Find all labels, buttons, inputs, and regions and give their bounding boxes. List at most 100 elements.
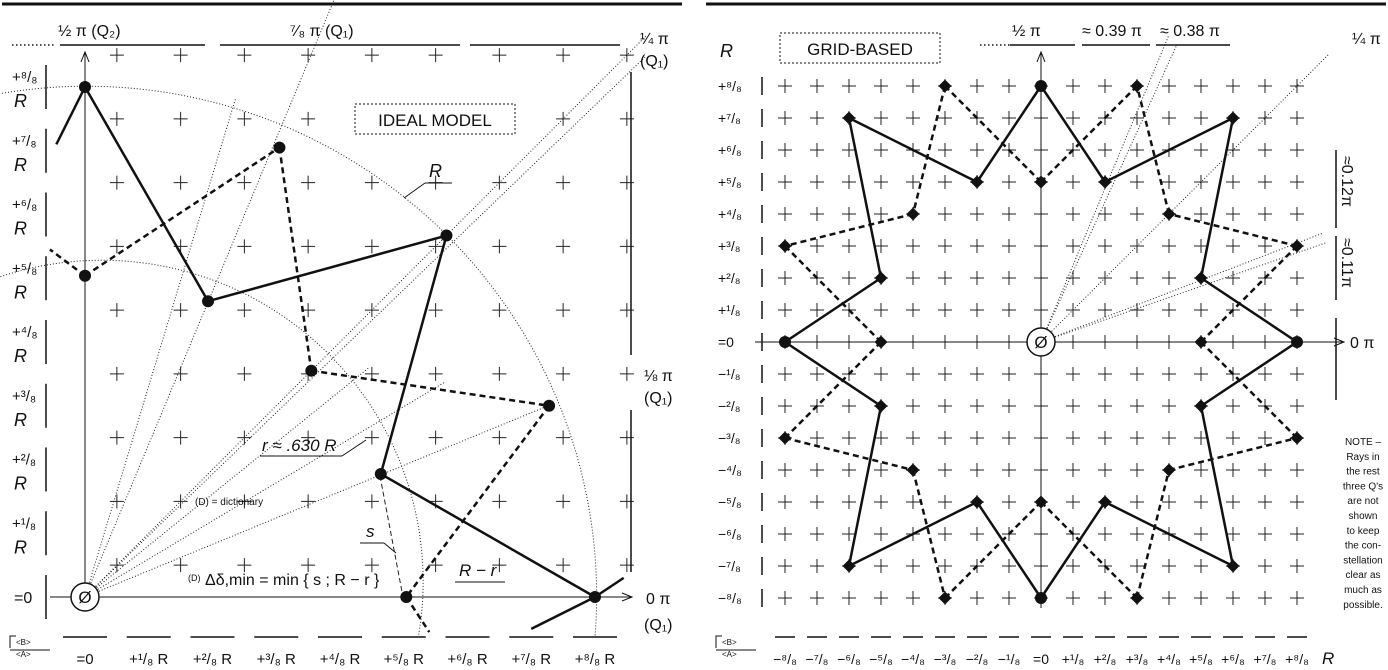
dashed-edge [311,369,550,407]
x-tick-label: −⁵/₈ [869,651,893,667]
y-tick-label: −⁵/₈ [718,494,742,510]
y-tick-label: −¹/₈ [718,366,741,382]
x-axis-arrow [621,592,634,602]
y-unit-label: R [14,219,27,239]
diamond-point [1290,431,1304,445]
y-tick-label: −³/₈ [718,430,741,446]
angle-label-half-pi: ½ π (Q₂) [58,23,121,40]
angle-label-quarter-pi: ¼ π [640,31,669,48]
point [543,399,556,412]
solid-edge [1200,276,1298,344]
circle-point [1291,336,1303,348]
s-line [379,475,404,598]
ray [1040,232,1323,343]
y-tick-label: +¹/₈ [718,302,741,318]
model-box [779,32,941,64]
ideal-model-panel: =0 +¹/₈ R +²/₈ R +³/₈ R +⁴/₈ R +⁵/₈ R +⁶/₈ R +⁷/₈ R +⁸/… [0,0,673,668]
diamond-point [970,495,984,509]
diamond-point [1162,463,1176,477]
angle-label-quarter-pi: ¼ π [1352,31,1381,48]
solid-edge-stub [55,86,87,145]
dictionary-note: (D) = dictionary [195,497,263,508]
diamond-point [874,399,888,413]
grid-based-panel: +⁸/₈ +⁷/₈ +⁶/₈ +⁵/₈ +⁴/₈ +³/₈ +²/₈ +¹/₈ =0 −¹/₈ −²… [715,23,1383,668]
note-line: the rest [1346,467,1380,478]
inner-arc [0,259,424,638]
solid-edge [848,500,978,568]
note-line: NOTE – [1345,437,1382,448]
dashed-edge [1040,501,1138,599]
delta-prefix: (D) [188,573,201,583]
angle-label-approx-038: ≈ 0.38 π [1160,23,1220,40]
solid-edge-stub [530,595,596,630]
y-unit-label: R [14,155,27,175]
diamond-point [778,239,792,253]
model-box-label: GRID-BASED [807,40,913,59]
diamond-point [874,271,888,285]
y-tick-label: +⁷/₈ [718,110,741,126]
dashed-edge [1168,212,1298,248]
origin-symbol: Ø [1034,333,1047,352]
constellation-points [79,81,601,603]
y-tick-label: −⁶/₈ [718,526,742,542]
y-tick-label: −⁸/₈ [718,590,742,606]
outer-arc [0,85,598,638]
solid-edge [848,116,978,184]
x-tick-label: +⁸/₈ [1285,651,1309,667]
x-tick-label: +³/₈ R [257,651,296,668]
ray [84,56,646,598]
diamond-point [842,111,856,125]
ray [1040,44,1178,343]
circle-point [779,336,791,348]
dashed-edge [784,436,914,472]
point [273,141,286,154]
dashed-edge [911,469,947,599]
diamond-point [906,463,920,477]
y-tick-label: +³/₈ [12,388,36,405]
y-tick-label: +⁴/₈ [718,206,742,222]
x-tick-label: +⁵/₈ R [384,651,425,668]
note: NOTE – Rays in the rest three Q's are not sho… [1343,437,1383,611]
angle-label-approx-012: ≈0.12π [1338,156,1355,207]
dashed-edge [1040,85,1138,183]
x-axis-arrow [1333,337,1346,347]
diamond-point [842,559,856,573]
angle-label-eighth-pi: ⅛ π [644,368,673,385]
x-tick-label: −⁶/₈ [837,651,861,667]
diamond-point [1226,559,1240,573]
y-tick-label: +¹/₈ [12,515,36,532]
angle-label-half-pi: ½ π [1012,23,1041,40]
diamond-point [1034,495,1048,509]
solid-edge [1104,500,1234,568]
y-tick-label: =0 [718,334,734,350]
dashed-edge-stub [49,248,86,277]
point [305,364,318,377]
diamond-point [1226,111,1240,125]
diamond-point [874,335,888,349]
dashed-edge [1135,469,1171,599]
solid-edge [207,234,447,303]
solid-edge [83,86,210,302]
note-line: clear as [1345,570,1380,581]
point [374,467,387,480]
axis-mark-a: <A> [722,650,737,659]
circle-r-label: R [429,161,442,181]
angle-label-zero-pi: 0 π [1350,335,1374,352]
diamond-point [1130,591,1144,605]
circle-point [1035,592,1047,604]
y-unit-label: R [14,474,27,494]
y-tick-label: +⁸/₈ [12,69,37,86]
x-unit-label: R [1322,649,1334,668]
ray [1040,53,1330,343]
note-line: three Q's [1343,481,1383,492]
y-tick-label: +⁶/₈ [12,197,37,214]
x-tick-label: +²/₈ R [193,651,232,668]
solid-edge [379,235,448,475]
y-tick-label: +⁵/₈ [718,174,742,190]
model-box-label: IDEAL MODEL [378,111,492,130]
point [202,295,215,308]
ray [84,35,647,598]
inner-radius-label: r ≈ .630 R [262,436,337,455]
diamond-point [970,175,984,189]
